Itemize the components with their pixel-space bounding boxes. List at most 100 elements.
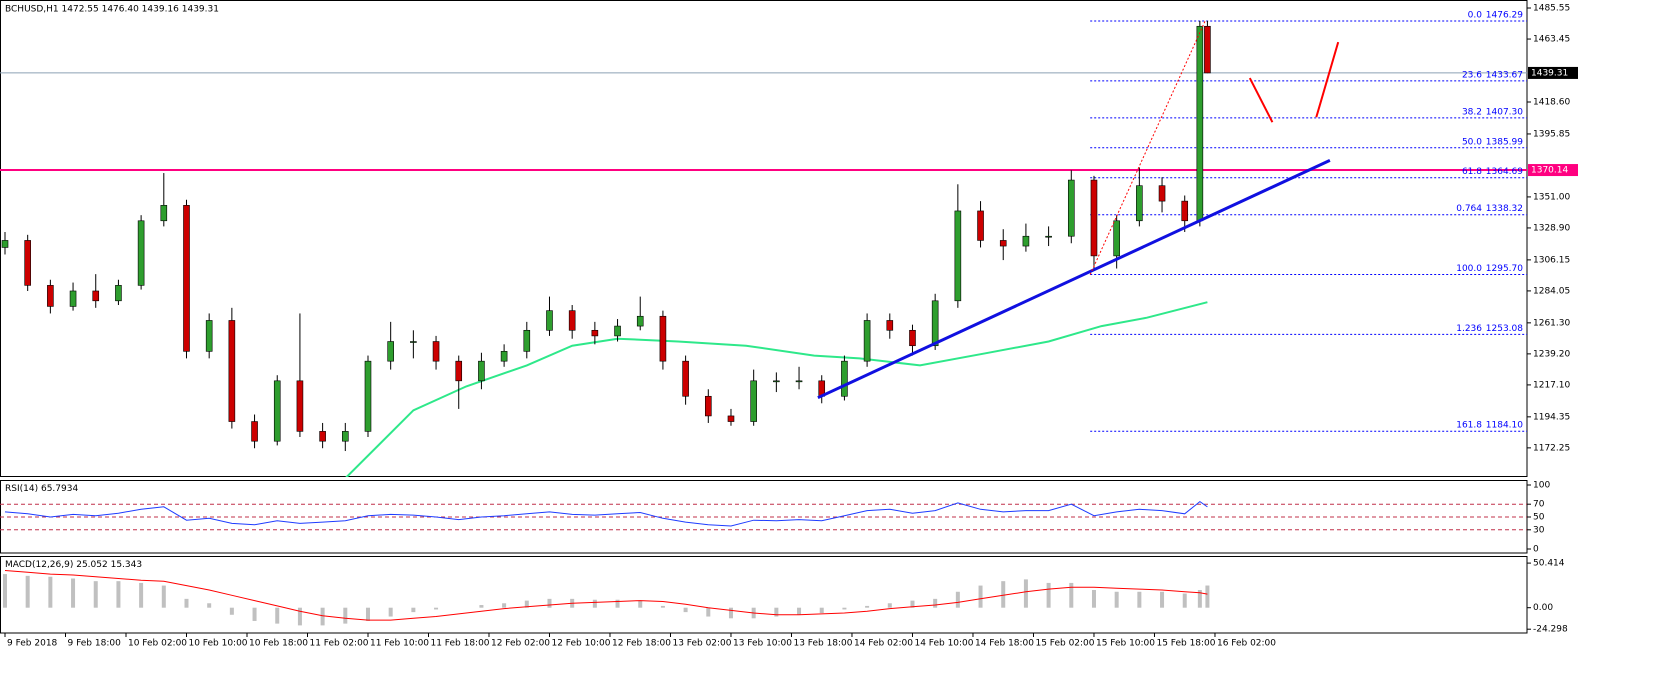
candle-body: [841, 360, 848, 397]
candle-body: [682, 360, 689, 397]
macd-bar: [48, 576, 53, 608]
macd-bar: [1069, 582, 1074, 608]
candle-body: [115, 285, 122, 302]
fib-ratio: 1.236: [1456, 324, 1482, 334]
candle-body: [863, 320, 871, 362]
macd-bar: [1137, 591, 1142, 608]
projection-arrow: [1315, 41, 1340, 118]
macd-bar: [93, 581, 98, 608]
candle-body: [432, 341, 440, 362]
y-tick-label: -24.298: [1533, 625, 1568, 635]
candle-body: [205, 320, 213, 352]
macd-bar: [1160, 591, 1165, 608]
y-tick-label: 1418.60: [1533, 98, 1570, 108]
candle-body: [977, 210, 984, 241]
candle-body: [636, 315, 644, 327]
candle-body: [886, 320, 894, 331]
candle-body: [773, 380, 780, 383]
rsi-last: 65.7934: [41, 484, 78, 494]
macd-bar: [25, 575, 30, 608]
x-tick-label: 16 Feb 02:00: [1217, 639, 1276, 649]
macd-bar: [615, 599, 620, 608]
macd-bar: [502, 603, 507, 608]
macd-bar: [1091, 590, 1096, 608]
x-tick-label: 14 Feb 02:00: [854, 639, 913, 649]
x-tick-label: 10 Feb 02:00: [128, 639, 187, 649]
candle-body: [704, 395, 712, 417]
y-tick-label: 1194.35: [1533, 412, 1570, 422]
candle-body: [546, 310, 553, 331]
trend-line: [817, 159, 1331, 400]
macd-last: 25.052: [76, 560, 108, 570]
rsi-plot: [0, 500, 1527, 531]
candle-body: [1204, 25, 1211, 74]
macd-bar: [275, 607, 280, 624]
fib-price: 1385.99: [1486, 137, 1523, 147]
macd-bar: [819, 607, 824, 614]
y-tick-label: 1351.00: [1533, 192, 1570, 202]
y-tick-label: 1217.10: [1533, 380, 1570, 390]
x-tick-label: 13 Feb 10:00: [733, 639, 792, 649]
candle-body: [909, 329, 916, 347]
macd-plot: [2, 570, 1210, 626]
fib-price: 1433.67: [1486, 70, 1523, 80]
y-tick-label: 1463.45: [1533, 35, 1570, 45]
candle-body: [69, 290, 77, 307]
macd-bar: [706, 607, 711, 617]
x-tick-label: 11 Feb 02:00: [309, 639, 368, 649]
macd-bar: [2, 574, 7, 608]
macd-bar: [683, 607, 688, 613]
candle-body: [228, 320, 236, 422]
macd-bar: [1182, 593, 1187, 608]
candle-body: [614, 325, 621, 337]
macd-bar: [910, 600, 915, 608]
y-tick-label: 1284.05: [1533, 286, 1570, 296]
macd-frame: [0, 556, 1528, 634]
candle-body: [251, 421, 258, 442]
x-tick-label: 11 Feb 10:00: [370, 639, 429, 649]
projection-arrow: [1248, 77, 1274, 123]
candle-body: [341, 431, 349, 442]
candle-body: [137, 220, 145, 286]
macd-name: MACD(12,26,9): [5, 560, 73, 570]
fib-price: 1364.69: [1486, 167, 1523, 177]
signal-line: [4, 570, 1208, 621]
macd-bar: [161, 585, 166, 608]
fib-price: 1407.30: [1486, 107, 1523, 117]
candle-body: [1045, 235, 1052, 238]
x-tick-label: 12 Feb 10:00: [551, 639, 610, 649]
macd-bar: [207, 603, 212, 608]
fib-guide: [1089, 20, 1206, 275]
fib-price: 1338.32: [1486, 204, 1523, 214]
x-tick-label: 14 Feb 10:00: [914, 639, 973, 649]
y-tick-label: 50.414: [1533, 559, 1565, 569]
macd-bar: [774, 607, 779, 617]
x-tick-label: 15 Feb 02:00: [1035, 639, 1094, 649]
rsi-name: RSI(14): [5, 484, 38, 494]
macd-bar: [1001, 581, 1006, 608]
macd-bar: [728, 607, 733, 619]
candle-body: [92, 290, 100, 302]
macd-bar: [252, 607, 257, 621]
x-tick-label: 13 Feb 18:00: [793, 639, 852, 649]
macd-bar: [933, 598, 938, 608]
candle-body: [24, 240, 31, 286]
y-tick-label: 0: [1533, 545, 1539, 555]
macd-bar: [116, 581, 121, 608]
macd-bar: [229, 607, 234, 615]
candle-body: [1090, 179, 1098, 257]
y-tick-label: 1172.25: [1533, 443, 1570, 453]
macd-bar: [297, 607, 302, 626]
price-tag: [1528, 66, 1578, 79]
macd-bar: [365, 607, 370, 621]
fib-ratio: 161.8: [1456, 421, 1482, 431]
x-tick-label: 9 Feb 2018: [7, 639, 58, 649]
candle-body: [795, 380, 803, 383]
macd-bar: [411, 607, 416, 613]
candle-body: [1181, 200, 1189, 222]
macd-bar: [638, 600, 643, 608]
candle-body: [160, 205, 168, 222]
x-tick-label: 12 Feb 18:00: [612, 639, 671, 649]
macd-bar: [1046, 582, 1051, 608]
candle-body: [1, 240, 9, 248]
